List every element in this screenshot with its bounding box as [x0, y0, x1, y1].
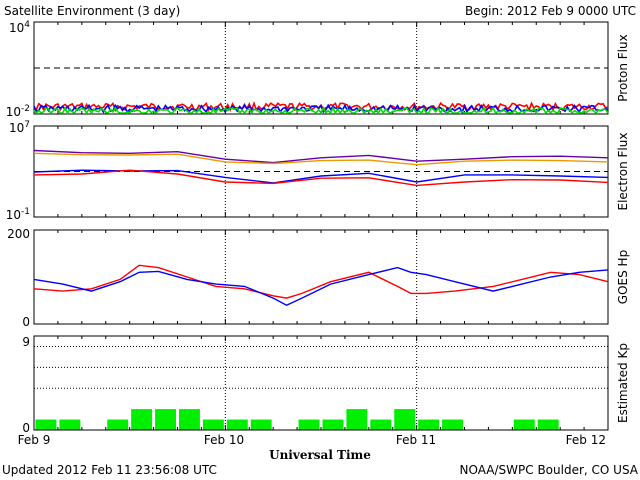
credit-text: NOAA/SWPC Boulder, CO USA — [460, 463, 639, 477]
y-axis-label: Electron Flux — [616, 133, 630, 211]
kp-bar — [179, 409, 200, 430]
x-tick-label: Feb 12 — [566, 433, 606, 447]
chart-title: Satellite Environment (3 day) — [4, 4, 180, 18]
y-tick-label: 10-2 — [6, 104, 30, 119]
kp-bar — [298, 419, 320, 430]
y-axis-label: Estimated Kp — [616, 343, 630, 423]
y-tick-label: 0 — [22, 421, 30, 435]
kp-bar — [250, 419, 272, 430]
kp-bar — [202, 419, 224, 430]
y-tick-label: 0 — [22, 315, 30, 329]
kp-bar — [35, 419, 57, 430]
y-axis-label: Proton Flux — [616, 34, 630, 101]
x-tick-label: Feb 10 — [204, 433, 244, 447]
electron-series-blue — [33, 169, 609, 184]
y-tick-label: 104 — [9, 20, 30, 35]
kp-bar — [322, 419, 344, 430]
hp-series-red — [33, 264, 609, 299]
y-tick-label: 10-1 — [6, 207, 30, 222]
x-axis-title: Universal Time — [269, 448, 371, 462]
kp-bar — [226, 419, 248, 430]
y-tick-label: 200 — [7, 227, 30, 241]
x-tick-label: Feb 9 — [18, 433, 51, 447]
y-tick-label: 9 — [22, 335, 30, 349]
hp-series-blue — [33, 266, 609, 306]
kp-bar — [370, 419, 392, 430]
y-tick-label: 107 — [9, 120, 30, 135]
panel-frame — [33, 229, 609, 325]
kp-bar — [418, 419, 440, 430]
kp-bar — [513, 419, 535, 430]
y-axis-label: GOES Hp — [616, 250, 630, 304]
plot-area: 104 10-2 Proton Flux 107 10-1 Electron Flux 20… — [6, 20, 630, 435]
updated-timestamp: Updated 2012 Feb 11 23:56:08 UTC — [2, 463, 217, 477]
electron-series-red — [33, 169, 609, 187]
proton-series-blue — [33, 103, 609, 115]
x-tick-label: Feb 11 — [396, 433, 436, 447]
kp-bar — [346, 409, 368, 430]
kp-bar — [155, 409, 176, 430]
kp-bar — [537, 419, 559, 430]
panel-frame — [33, 335, 609, 431]
panel-frame — [33, 21, 609, 115]
kp-bar — [442, 419, 463, 430]
kp-bar — [59, 419, 81, 430]
electron-series-orange — [33, 152, 609, 166]
proton-series-green — [33, 106, 609, 115]
kp-bar — [394, 409, 416, 430]
kp-bar — [131, 409, 153, 430]
kp-bar — [107, 419, 129, 430]
begin-time: Begin: 2012 Feb 9 0000 UTC — [465, 4, 636, 18]
electron-series-purple — [33, 149, 609, 164]
